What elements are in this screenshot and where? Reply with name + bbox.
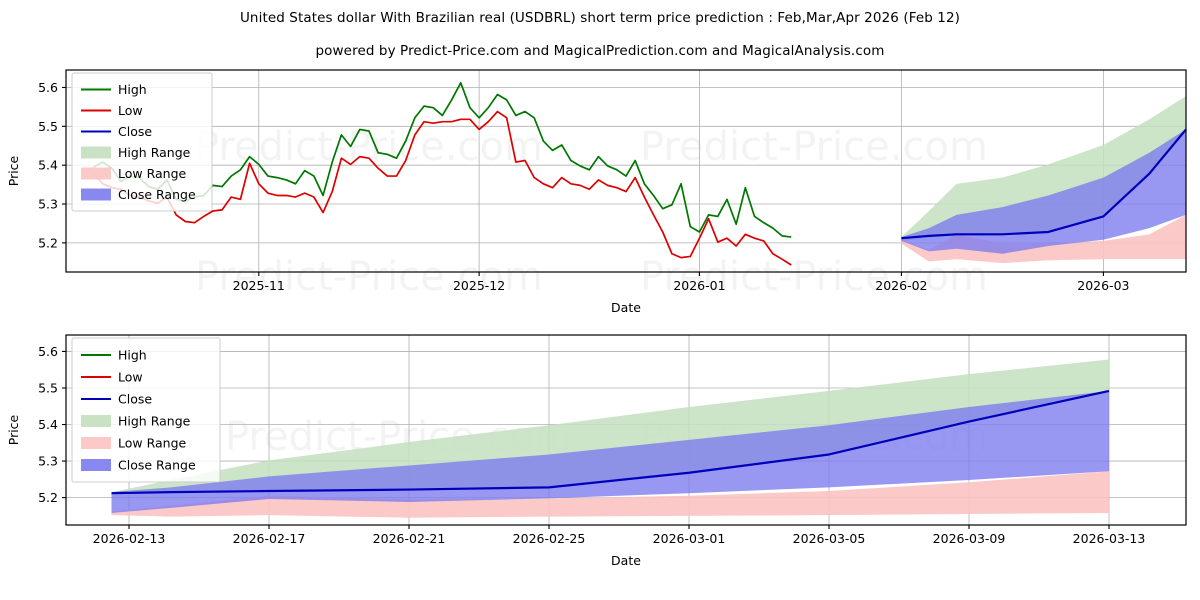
x-tick-label: 2026-03-05 xyxy=(793,531,866,546)
legend-patch-swatch xyxy=(81,437,111,449)
forecast-detail-chart-svg: Predict-Price.comPredict-Price.com5.25.3… xyxy=(6,334,1187,568)
y-tick-label: 5.4 xyxy=(38,158,58,173)
y-tick-label: 5.3 xyxy=(38,197,58,212)
legend-item-label: Close Range xyxy=(118,187,196,202)
y-tick-label: 5.6 xyxy=(38,80,58,95)
y-tick-label: 5.3 xyxy=(38,454,58,469)
page-title: United States dollar With Brazilian real… xyxy=(239,10,961,26)
title-block: United States dollar With Brazilian real… xyxy=(0,0,1200,59)
y-tick-label: 5.5 xyxy=(38,119,58,134)
legend-item-label: Low xyxy=(118,370,143,385)
page-subtitle: powered by Predict-Price.com and Magical… xyxy=(315,43,885,59)
legend-item-label: Close xyxy=(118,392,152,407)
x-tick-label: 2026-03-13 xyxy=(1073,531,1146,546)
x-tick-label: 2025-11 xyxy=(233,278,285,293)
legend-patch-swatch xyxy=(81,415,111,427)
x-tick-label: 2026-02-17 xyxy=(233,531,306,546)
overview-chart-svg: Predict-Price.com Predict-Price.com Predic… xyxy=(6,69,1187,315)
x-tick-label: 2026-02-13 xyxy=(93,531,166,546)
x-tick-label: 2026-02 xyxy=(875,278,927,293)
legend-patch-swatch xyxy=(81,188,111,201)
axes: 5.2 5.3 5.4 5.5 5.6 2025-11 2025-12 2026-01 2026… xyxy=(38,80,1129,293)
close-range-band xyxy=(901,129,1186,254)
plot-border xyxy=(65,69,1187,273)
y-tick-label: 5.5 xyxy=(38,380,58,395)
close-range-band xyxy=(111,390,1109,513)
low-range-band xyxy=(901,214,1186,264)
x-axis-label: Date xyxy=(611,300,641,315)
legend-item-label: Low Range xyxy=(118,436,187,451)
legend-item-label: Low Range xyxy=(118,166,187,181)
watermark-text: Predict-Price.com xyxy=(640,124,988,170)
y-tick-label: 5.4 xyxy=(38,417,58,432)
close-line xyxy=(111,389,1110,495)
watermark-text: Predict-Price.com xyxy=(195,254,543,300)
x-tick-label: 2026-03-01 xyxy=(653,531,726,546)
x-tick-label: 2026-02-25 xyxy=(513,531,586,546)
legend-patch-swatch xyxy=(81,459,111,471)
legend-item-label: High Range xyxy=(118,414,191,429)
x-tick-label: 2025-12 xyxy=(453,278,505,293)
watermark-text: Predict-Price.com xyxy=(640,254,988,300)
legend-patch-swatch xyxy=(81,167,111,180)
plot-border xyxy=(65,334,1187,526)
x-tick-label: 2026-03-09 xyxy=(933,531,1006,546)
legend-item-label: Low xyxy=(118,103,143,118)
low-line xyxy=(92,110,792,266)
x-tick-label: 2026-02-21 xyxy=(373,531,446,546)
legend-patch-swatch xyxy=(81,146,111,159)
x-tick-label: 2026-03 xyxy=(1077,278,1129,293)
y-tick-label: 5.2 xyxy=(38,490,58,505)
y-tick-label: 5.6 xyxy=(38,344,58,359)
x-tick-label: 2026-01 xyxy=(673,278,725,293)
x-axis-label: Date xyxy=(611,553,641,568)
legend-item-label: High Range xyxy=(118,145,191,160)
forecast-detail-chart-panel: Predict-Price.comPredict-Price.com5.25.3… xyxy=(0,325,1200,600)
legend-item-label: Close xyxy=(118,124,152,139)
high-range-band xyxy=(111,359,1109,495)
chart-legend: High Low Close High Range Low Range Close Ran… xyxy=(71,337,221,483)
close-line xyxy=(901,128,1187,240)
y-tick-label: 5.2 xyxy=(38,235,58,250)
legend-item-label: Close Range xyxy=(118,458,196,473)
chart-legend: High Low Close High Range Low Range Close Ran… xyxy=(71,72,213,212)
low-range-band xyxy=(111,471,1109,518)
overview-chart-panel: Predict-Price.com Predict-Price.com Predic… xyxy=(0,60,1200,315)
legend-item-label: High xyxy=(118,348,147,363)
y-axis-label: Price xyxy=(6,155,21,186)
y-axis-label: Price xyxy=(6,414,21,445)
axes: 5.2 5.3 5.4 5.5 5.6 2026-02-13 2026-02-17 2026-… xyxy=(38,344,1145,546)
legend-item-label: High xyxy=(118,82,147,97)
